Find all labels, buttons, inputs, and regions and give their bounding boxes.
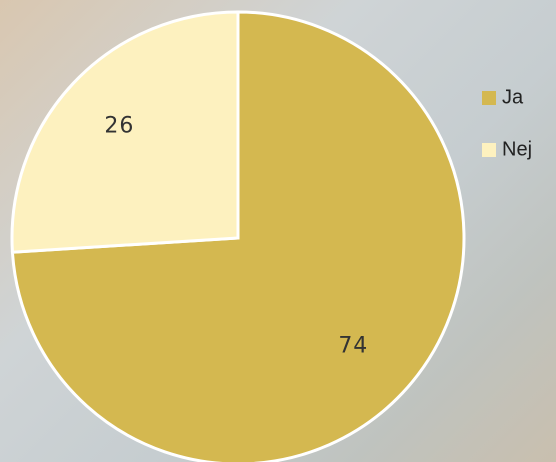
data-label: 26: [104, 114, 134, 139]
legend-swatch: [482, 143, 496, 157]
page: 7426JaNej (() => { const data = JSON.par…: [0, 0, 556, 462]
data-label: 74: [338, 333, 368, 358]
legend-label: Ja: [502, 86, 524, 108]
legend-label: Nej: [502, 138, 532, 160]
chart: 74 26 Ja Nej: [0, 0, 556, 462]
legend-swatch: [482, 91, 496, 105]
